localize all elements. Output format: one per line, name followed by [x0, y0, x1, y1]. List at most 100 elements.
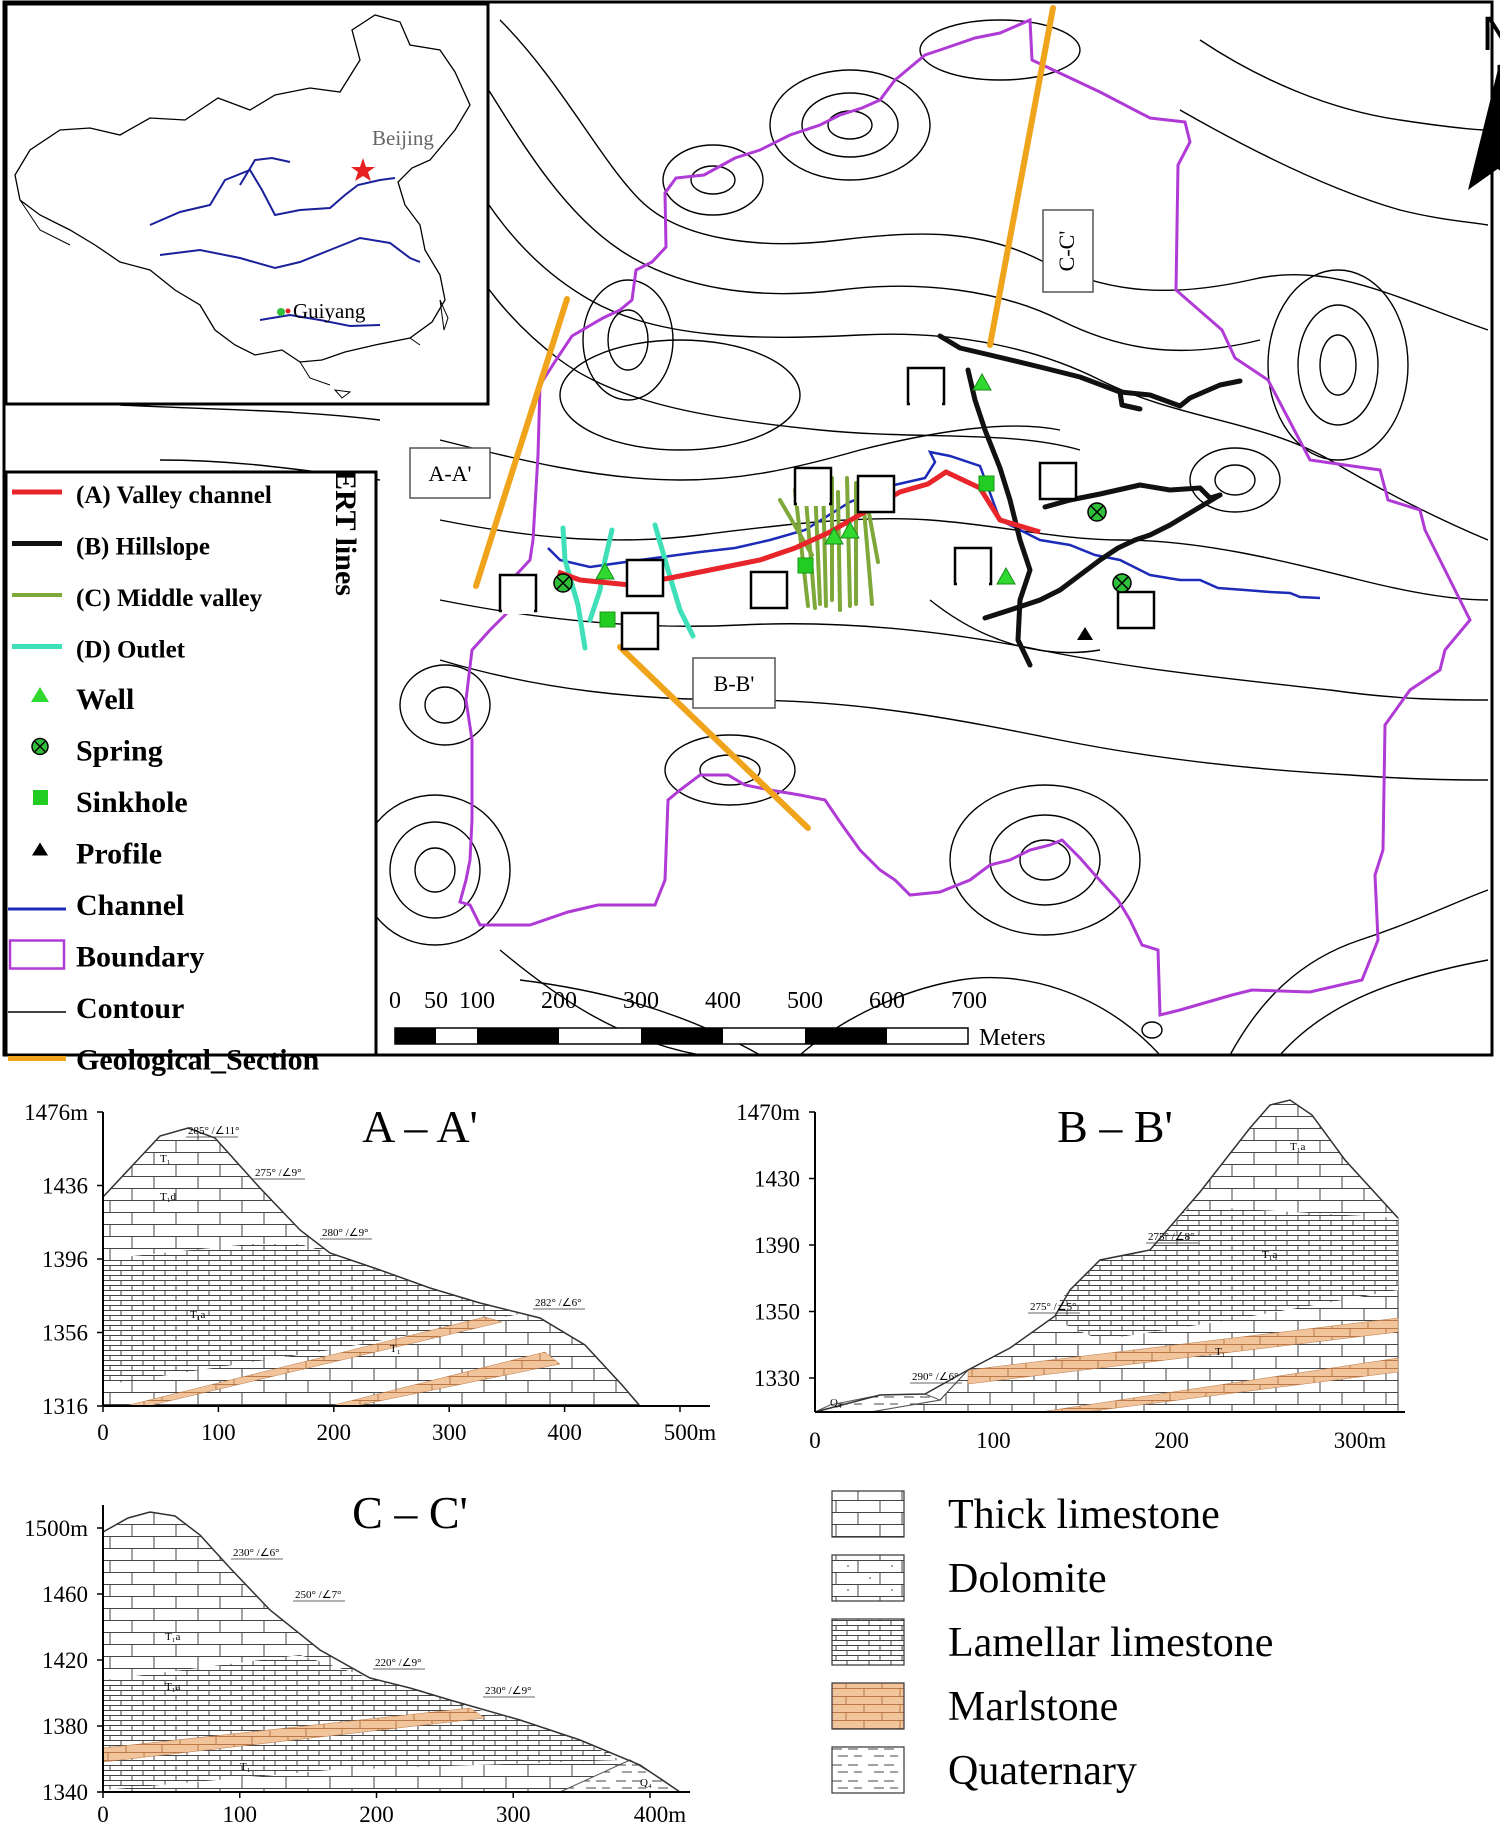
legend-item-thin-black-line: Contour	[8, 992, 184, 1025]
x-tick-label: 300	[496, 1802, 531, 1822]
triangle-black-icon	[32, 842, 48, 856]
x-tick-label: 500m	[664, 1420, 717, 1445]
svg-text:B – B': B – B'	[1057, 1101, 1173, 1152]
svg-text:C-C': C-C'	[1054, 231, 1079, 272]
legend-item-label: (D) Outlet	[76, 637, 186, 664]
label-a-a: A-A'	[409, 447, 491, 499]
legend-item-purple-rect: Boundary	[8, 939, 204, 974]
scale-tick-label: 300	[623, 988, 659, 1014]
legend-item-label: Well	[76, 683, 134, 716]
y-tick-label: 1340	[42, 1780, 88, 1805]
svg-text:C – C': C – C'	[352, 1487, 468, 1538]
x-tick-label: 0	[809, 1428, 821, 1453]
legend-item-triangle-green: Well	[31, 683, 134, 716]
lithology-label: Lamellar limestone	[948, 1620, 1273, 1666]
x-tick-label: 100	[976, 1428, 1011, 1453]
section-c-chart: C – C' 1500m 1460 1420 1380 1340 0 100 200 300 40…	[24, 1487, 690, 1822]
lithology-dolomite: Dolomite	[831, 1554, 1107, 1602]
x-tick-label: 0	[97, 1802, 109, 1822]
lithology-label: Dolomite	[948, 1556, 1107, 1602]
lithology-thick-limestone: Thick limestone	[831, 1490, 1220, 1538]
y-tick-label: 1460	[42, 1582, 88, 1607]
legend-item-spring-circle: Spring	[31, 735, 163, 768]
lithology-quaternary: Quaternary	[831, 1746, 1137, 1794]
lithology-label: Marlstone	[948, 1684, 1118, 1730]
lithology-legend: Thick limestone Dolomite Lamellar limeston…	[831, 1490, 1273, 1794]
china-inset-map: Beijing Guiyang	[4, 2, 490, 406]
dip-annotation: 285° /∠11°	[188, 1125, 240, 1137]
scale-tick-label: 400	[705, 988, 741, 1014]
y-tick-label: 1316	[42, 1394, 88, 1419]
y-tick-label: 1430	[754, 1167, 800, 1192]
svg-text:A – A': A – A'	[362, 1101, 478, 1152]
stratum-label: T₁a	[190, 1309, 206, 1321]
legend-item-label: Channel	[76, 889, 184, 922]
legend-item-label: (A) Valley channel	[76, 482, 272, 509]
stratum-label: Q₄	[830, 1397, 842, 1409]
stratum-label: T₁	[1215, 1346, 1226, 1358]
lithology-marlstone: Marlstone	[831, 1682, 1118, 1730]
scale-tick-label: 700	[951, 988, 987, 1014]
legend-item-label: Geological_Section	[76, 1044, 320, 1077]
y-tick-label: 1476m	[24, 1100, 88, 1125]
legend-item-cyan-line: (D) Outlet	[12, 637, 186, 664]
stratum-label: T₁a	[1262, 1249, 1278, 1261]
svg-text:B-B': B-B'	[714, 671, 755, 696]
scale-tick-label: 50	[424, 988, 448, 1014]
x-tick-label: 200	[317, 1420, 352, 1445]
section-a-chart: A – A' 1476m 1436 1396 1356 1316 0 100 200 300 40…	[24, 1100, 716, 1445]
dip-annotation: 230° /∠6°	[233, 1547, 279, 1559]
lithology-label: Thick limestone	[948, 1492, 1220, 1538]
dip-annotation: 275° /∠5°	[1030, 1301, 1076, 1313]
x-tick-label: 300	[432, 1420, 467, 1445]
label-b-b: B-B'	[692, 657, 776, 709]
well-markers	[595, 372, 1016, 585]
legend-item-label: (B) Hillslope	[76, 534, 210, 561]
spring-markers	[553, 502, 1132, 593]
svg-text:ERT lines: ERT lines	[329, 470, 362, 596]
svg-text:Beijing: Beijing	[372, 126, 434, 150]
dip-annotation: 220° /∠9°	[375, 1657, 421, 1669]
beijing-star-icon	[351, 158, 375, 181]
dip-annotation: 230° /∠9°	[485, 1685, 531, 1697]
y-tick-label: 1356	[42, 1321, 88, 1346]
triangle-green-icon	[31, 687, 49, 702]
spring-circle-icon	[31, 737, 49, 756]
scale-tick-label: 600	[869, 988, 905, 1014]
square-green-icon	[33, 790, 48, 805]
x-tick-label: 200	[1154, 1428, 1189, 1453]
channel-line	[547, 450, 1321, 600]
scale-bar: 0 50 100 200 300 400 500 600 700 Meters	[389, 988, 1046, 1051]
scale-tick-label: 500	[787, 988, 823, 1014]
quaternary-swatch-icon	[831, 1746, 905, 1794]
x-tick-label: 0	[97, 1420, 109, 1445]
guiyang-marker-icon	[277, 308, 285, 316]
dip-annotation: 290° /∠6°	[912, 1371, 958, 1383]
dip-annotation: 275° /∠9°	[255, 1167, 301, 1179]
lamellar-limestone-swatch-icon	[831, 1618, 905, 1666]
y-tick-label: 1420	[42, 1648, 88, 1673]
dip-annotation: 280° /∠9°	[322, 1227, 368, 1239]
legend-item-label: Spring	[76, 735, 163, 768]
legend-item-triangle-black: Profile	[32, 838, 162, 871]
x-tick-label: 300m	[1334, 1428, 1387, 1453]
stratum-label: T₁	[390, 1343, 401, 1355]
lithology-lamellar-limestone: Lamellar limestone	[831, 1618, 1273, 1666]
legend-item-blue-line: Channel	[8, 889, 184, 922]
y-tick-label: 1390	[754, 1233, 800, 1258]
legend-item-label: Sinkhole	[76, 786, 188, 819]
stratum-label: T₁a	[1290, 1141, 1306, 1153]
x-tick-label: 100	[223, 1802, 258, 1822]
stratum-label: T₁	[240, 1761, 251, 1773]
legend-item-red-line: (A) Valley channel	[12, 482, 272, 509]
legend-item-green-line: (C) Middle valley	[12, 585, 263, 612]
scale-tick-label: 200	[541, 988, 577, 1014]
map-legend: ERT lines (A) Valley channel (B) Hillslop…	[4, 470, 378, 1077]
purple-rect-icon	[8, 939, 66, 970]
x-tick-label: 200	[359, 1802, 394, 1822]
legend-item-label: (C) Middle valley	[76, 585, 263, 612]
legend-item-square-green: Sinkhole	[33, 786, 188, 819]
thick-limestone-swatch-icon	[831, 1490, 905, 1538]
legend-item-label: Profile	[76, 838, 162, 871]
